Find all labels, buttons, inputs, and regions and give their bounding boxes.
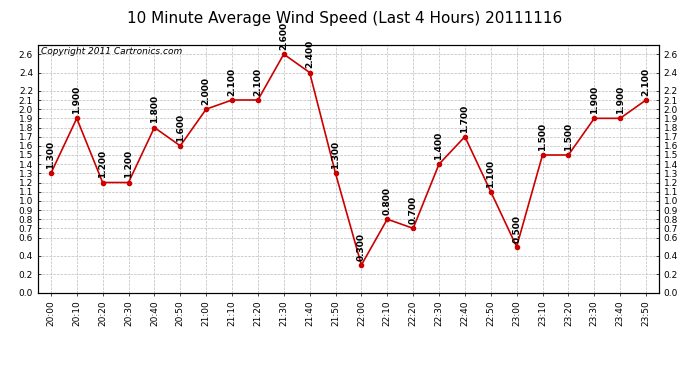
Text: 1.900: 1.900 <box>72 86 81 114</box>
Text: 2.100: 2.100 <box>642 68 651 96</box>
Text: Copyright 2011 Cartronics.com: Copyright 2011 Cartronics.com <box>41 48 182 57</box>
Text: 2.600: 2.600 <box>279 22 288 50</box>
Text: 0.500: 0.500 <box>512 214 521 243</box>
Text: 0.300: 0.300 <box>357 233 366 261</box>
Text: 1.300: 1.300 <box>46 141 55 169</box>
Text: 1.900: 1.900 <box>590 86 599 114</box>
Text: 2.100: 2.100 <box>228 68 237 96</box>
Text: 0.800: 0.800 <box>383 187 392 215</box>
Text: 1.600: 1.600 <box>176 114 185 142</box>
Text: 1.800: 1.800 <box>150 95 159 123</box>
Text: 1.500: 1.500 <box>538 123 547 151</box>
Text: 2.000: 2.000 <box>201 77 210 105</box>
Text: 1.500: 1.500 <box>564 123 573 151</box>
Text: 2.100: 2.100 <box>253 68 262 96</box>
Text: 1.200: 1.200 <box>98 150 107 178</box>
Text: 1.400: 1.400 <box>435 132 444 160</box>
Text: 1.100: 1.100 <box>486 159 495 188</box>
Text: 1.300: 1.300 <box>331 141 340 169</box>
Text: 0.700: 0.700 <box>408 196 417 224</box>
Text: 1.200: 1.200 <box>124 150 133 178</box>
Text: 2.400: 2.400 <box>305 40 314 68</box>
Text: 1.700: 1.700 <box>460 104 469 132</box>
Text: 10 Minute Average Wind Speed (Last 4 Hours) 20111116: 10 Minute Average Wind Speed (Last 4 Hou… <box>128 11 562 26</box>
Text: 1.900: 1.900 <box>615 86 624 114</box>
